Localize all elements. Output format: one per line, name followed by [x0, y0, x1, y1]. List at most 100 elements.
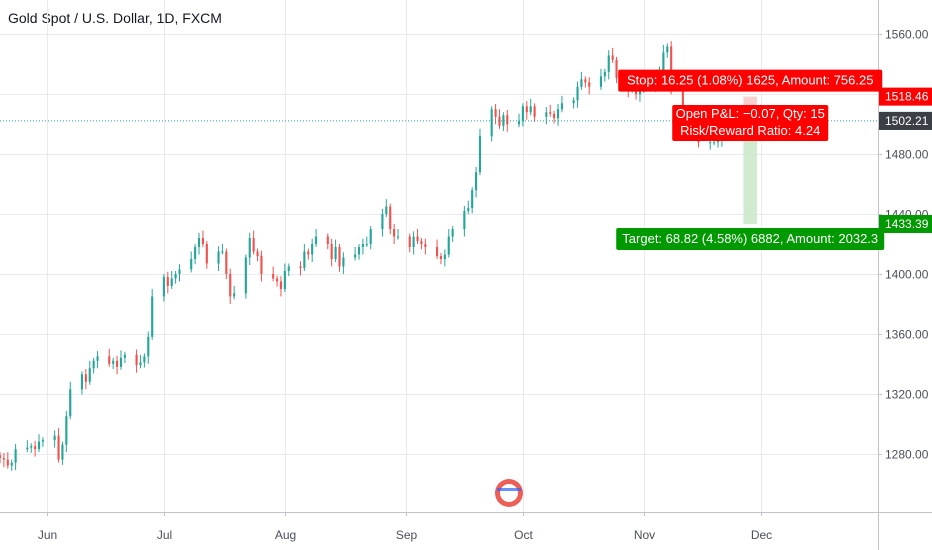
candle-body	[307, 251, 310, 255]
candle-body	[506, 115, 509, 125]
candle	[424, 238, 427, 255]
candle-body	[416, 236, 419, 242]
candle	[275, 275, 279, 287]
candle	[603, 68, 606, 82]
candle-body	[143, 356, 146, 363]
candle	[108, 348, 111, 367]
candle	[194, 244, 197, 265]
rr-label: Risk/Reward Ratio: 4.24	[680, 123, 820, 138]
candle-body	[272, 273, 275, 279]
candle	[57, 428, 60, 463]
entry-price-tag-text: 1502.21	[885, 114, 929, 128]
candle-body	[389, 206, 392, 230]
candle-body	[53, 435, 56, 441]
candle-body	[256, 251, 259, 256]
candle-body	[549, 112, 552, 114]
candle	[2, 452, 5, 468]
candle	[502, 112, 505, 131]
candle	[517, 113, 521, 128]
candle-body	[115, 360, 119, 367]
candle-body	[603, 71, 606, 77]
candle	[119, 350, 123, 370]
candle	[545, 107, 548, 125]
candle	[549, 104, 552, 117]
candle	[84, 369, 87, 390]
candle	[435, 239, 439, 259]
candle	[584, 76, 587, 88]
candle	[330, 238, 333, 267]
candle	[112, 357, 115, 370]
y-tick-label: 1360.00	[885, 328, 929, 342]
candle-body	[96, 356, 99, 361]
candle-body	[315, 236, 318, 245]
candle-body	[666, 46, 669, 53]
candle-body	[326, 236, 329, 245]
position-labels: Stop: 16.25 (1.08%) 1625, Amount: 756.25…	[616, 69, 885, 250]
candle-body	[498, 116, 501, 126]
candle	[283, 263, 286, 292]
candle-body	[2, 458, 5, 460]
candle	[244, 254, 247, 299]
candle	[143, 353, 146, 368]
candle	[10, 459, 13, 471]
candle	[14, 443, 17, 471]
stop-label-bg	[618, 69, 883, 92]
candle-body	[170, 278, 173, 286]
candle-body	[494, 109, 497, 117]
candle	[342, 252, 345, 274]
candle-body	[174, 273, 177, 279]
candle	[599, 68, 603, 90]
candle	[151, 288, 154, 340]
candle-body	[275, 278, 279, 282]
candle	[201, 230, 204, 248]
candle	[478, 128, 482, 176]
candle-body	[681, 86, 684, 114]
candle	[307, 248, 310, 260]
candle	[572, 97, 575, 109]
candle-body	[576, 86, 579, 101]
y-tick-label: 1320.00	[885, 388, 929, 402]
candle-body	[580, 79, 583, 87]
candle-body	[229, 273, 232, 297]
stop-price-tag-text: 1518.46	[885, 90, 929, 104]
candle	[217, 246, 220, 271]
candle	[580, 71, 583, 90]
candle	[30, 443, 33, 453]
candle-body	[30, 446, 33, 448]
candle	[92, 357, 95, 374]
candle	[170, 270, 173, 289]
candle-body	[517, 121, 521, 125]
candle	[412, 231, 415, 255]
candle-body	[194, 247, 197, 259]
candle	[471, 187, 474, 214]
candle	[299, 261, 302, 276]
candle-body	[357, 247, 361, 255]
candle-body	[299, 266, 302, 268]
candle-body	[354, 254, 357, 258]
candle	[393, 223, 396, 245]
candle-body	[560, 103, 563, 110]
candle	[174, 270, 177, 284]
candle	[354, 247, 357, 261]
candle-body	[420, 241, 423, 245]
candle	[381, 208, 384, 237]
candle-body	[662, 52, 665, 72]
candle	[233, 285, 236, 300]
candle	[553, 110, 556, 124]
chart-title: Gold Spot / U.S. Dollar, 1D, FXCM	[8, 10, 222, 26]
tv-logo-icon[interactable]	[495, 479, 523, 507]
candle-body	[670, 46, 673, 87]
candle	[525, 101, 528, 120]
candle	[396, 229, 400, 240]
candle-body	[221, 251, 224, 253]
target-price-tag-text: 1433.39	[885, 217, 929, 231]
candle	[369, 226, 372, 250]
candle	[115, 355, 119, 375]
candle-body	[478, 136, 482, 173]
candle-body	[34, 446, 37, 450]
candle	[490, 106, 493, 142]
x-tick-label: Nov	[634, 528, 655, 542]
candle	[61, 441, 64, 465]
